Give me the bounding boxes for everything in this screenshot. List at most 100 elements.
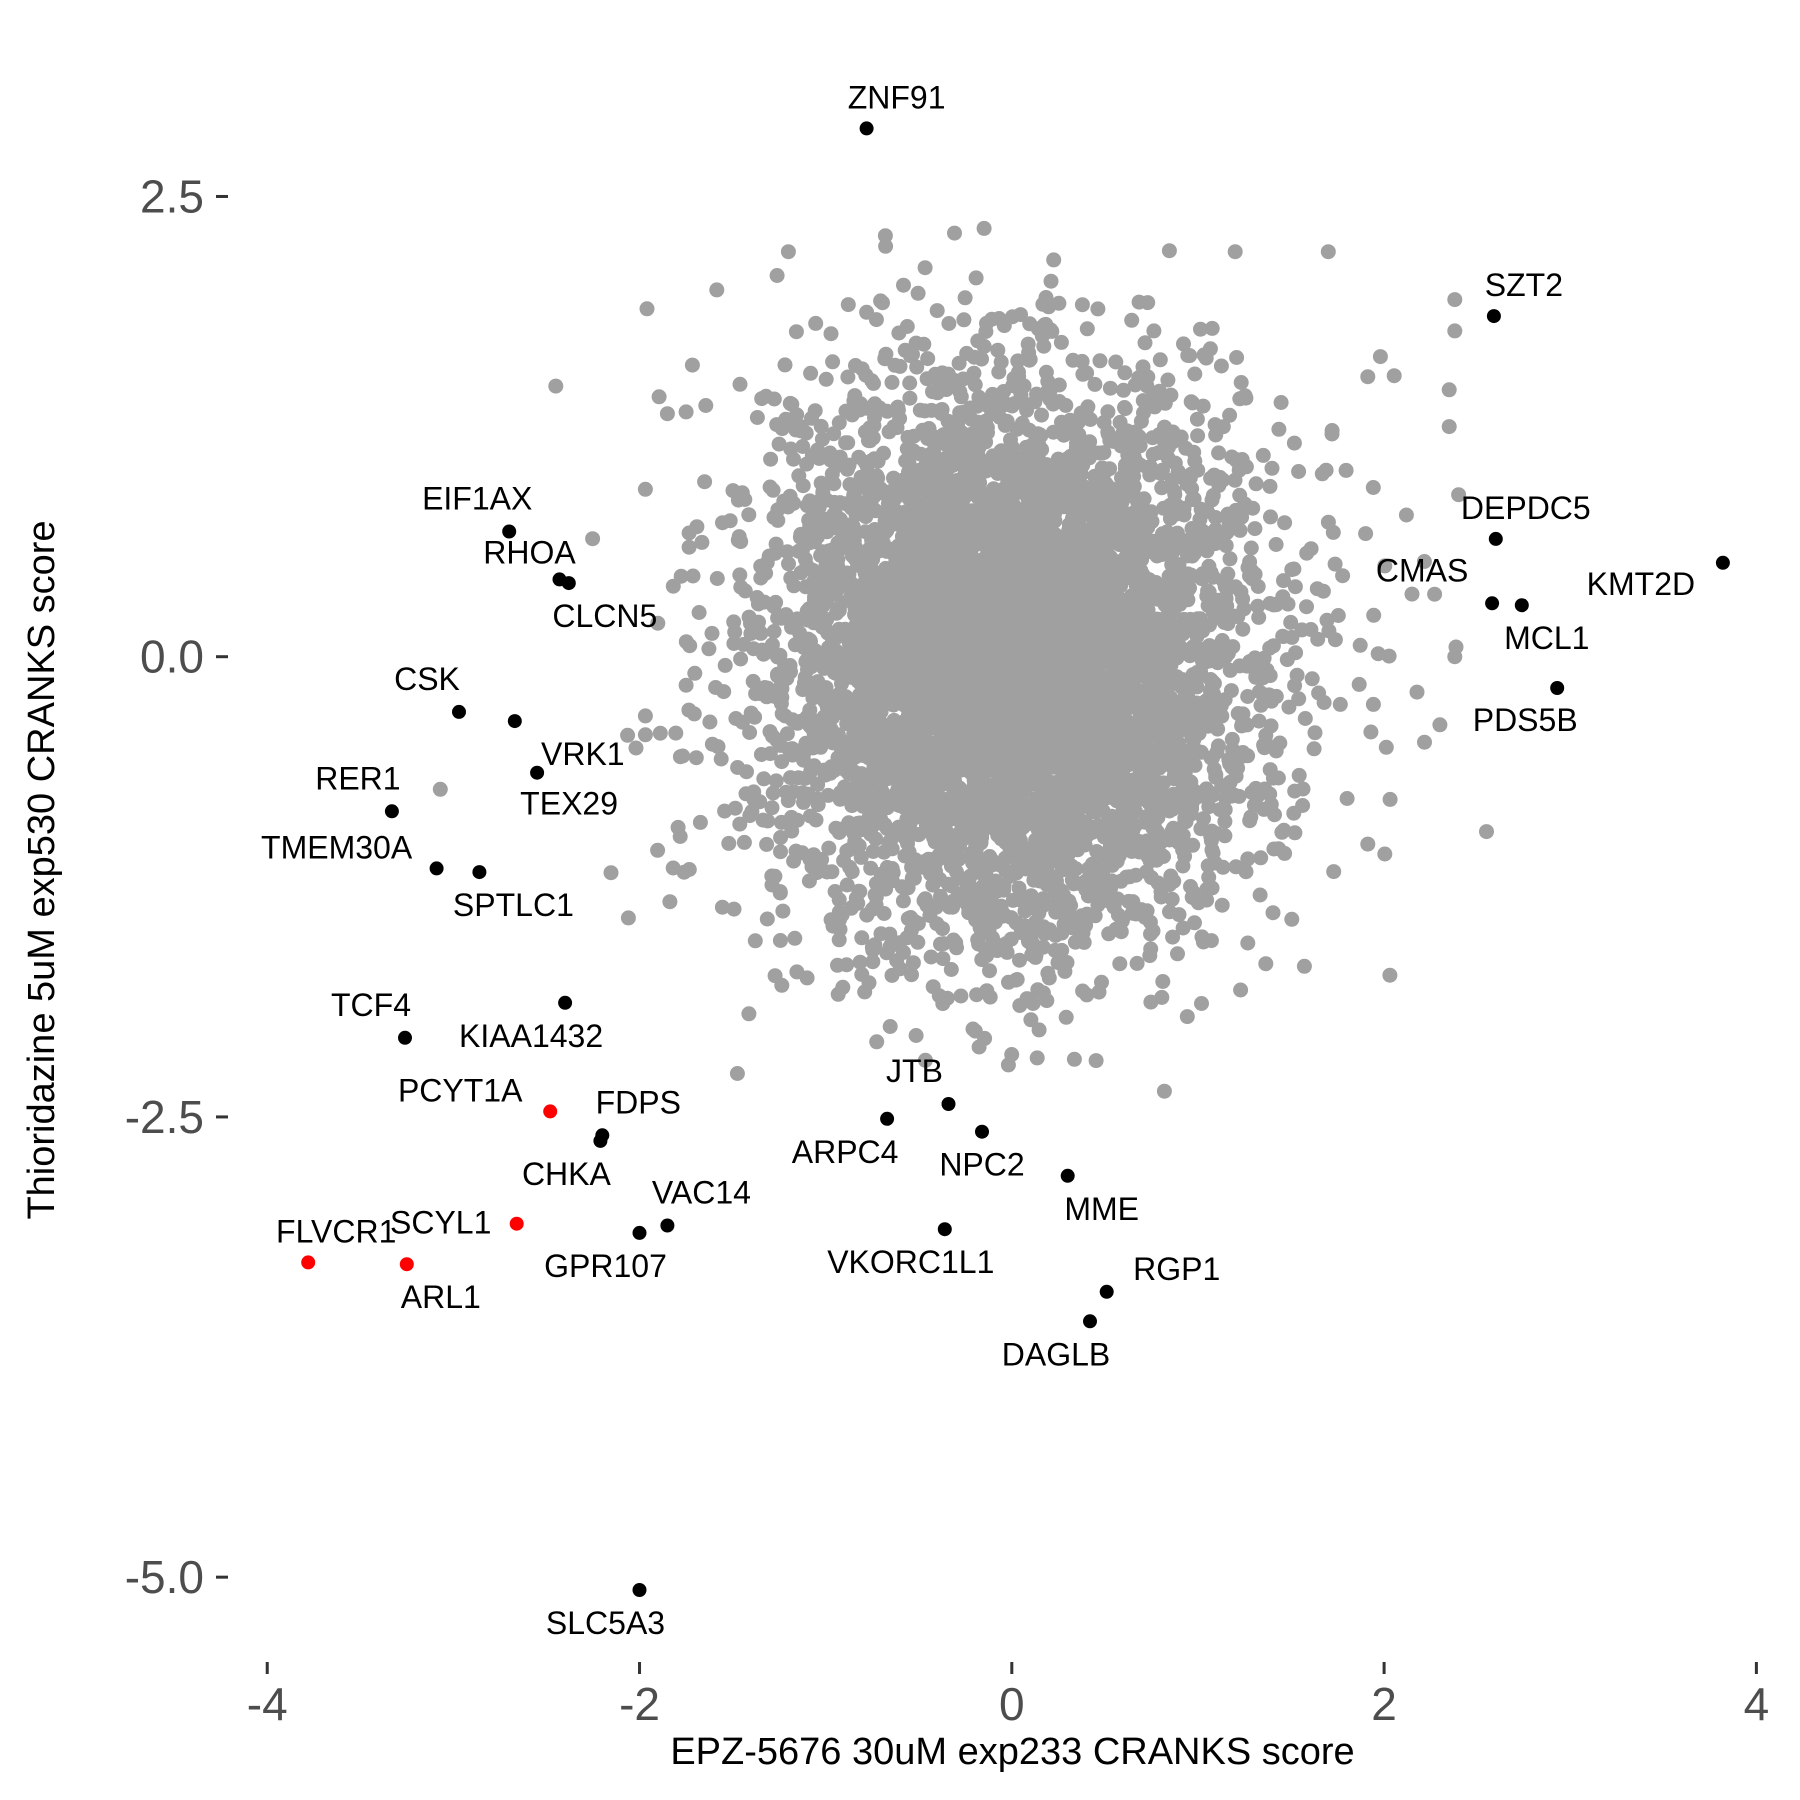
background-point (1222, 551, 1238, 567)
background-point (1164, 824, 1180, 839)
background-point (917, 260, 933, 276)
background-point (1386, 368, 1402, 384)
background-point (1284, 911, 1300, 927)
background-point (681, 862, 697, 877)
background-point (1000, 1057, 1016, 1073)
background-point (1272, 735, 1288, 751)
background-point (1283, 614, 1299, 630)
background-point (958, 882, 974, 898)
background-point (1208, 427, 1224, 443)
background-point (1360, 836, 1376, 852)
background-point (1263, 718, 1279, 734)
background-point (1238, 459, 1254, 475)
background-point (1212, 802, 1228, 818)
background-point (1242, 813, 1258, 829)
background-point (1030, 442, 1046, 457)
background-point (764, 637, 780, 653)
background-point (917, 1052, 933, 1068)
background-point (1195, 623, 1211, 639)
background-point (637, 708, 653, 724)
background-point (853, 474, 869, 490)
background-point (1166, 873, 1182, 889)
background-point (775, 903, 791, 919)
background-point (637, 727, 653, 743)
background-point (795, 439, 811, 454)
background-point (1324, 426, 1340, 442)
background-point (1287, 579, 1303, 595)
background-point (1011, 880, 1027, 896)
background-point (1139, 394, 1155, 410)
background-point (830, 551, 846, 567)
background-point (967, 1023, 983, 1039)
background-point (763, 451, 779, 467)
background-point (692, 814, 708, 830)
background-point (1040, 965, 1056, 981)
background-point (1193, 321, 1208, 337)
background-point (1363, 724, 1379, 740)
background-point (1171, 907, 1187, 923)
background-point (840, 435, 856, 451)
background-point (1409, 684, 1425, 700)
background-point (1223, 683, 1239, 699)
background-point (1220, 616, 1236, 632)
background-point (1204, 842, 1220, 858)
background-point (1187, 453, 1203, 469)
background-point (784, 619, 799, 635)
background-point (1233, 375, 1249, 390)
background-point (865, 942, 881, 958)
background-point (1165, 929, 1181, 945)
background-point (925, 384, 940, 400)
background-point (1263, 509, 1278, 525)
background-point (852, 954, 868, 970)
background-point (929, 303, 945, 319)
background-point (1307, 725, 1323, 741)
background-point (796, 794, 811, 810)
background-point (992, 554, 1008, 570)
background-point (1154, 480, 1170, 496)
background-point (813, 475, 829, 491)
background-point (1200, 858, 1216, 874)
background-point (670, 819, 686, 835)
background-point (1041, 299, 1057, 315)
background-point (1382, 967, 1398, 983)
background-point (1160, 372, 1176, 388)
background-point (1164, 891, 1180, 907)
background-point (1382, 791, 1398, 807)
background-point (1262, 478, 1278, 494)
background-point (825, 354, 841, 370)
background-point (1027, 923, 1043, 938)
background-point (747, 933, 763, 949)
background-point (1365, 480, 1381, 495)
background-point (1035, 985, 1051, 1001)
background-point (865, 844, 881, 859)
background-point (1187, 366, 1203, 382)
background-point (1080, 888, 1096, 904)
background-point (1204, 320, 1220, 336)
background-point (845, 818, 861, 834)
background-point (1378, 739, 1394, 755)
background-point (662, 894, 678, 910)
background-point (786, 451, 801, 467)
background-point (1351, 676, 1367, 692)
background-point (756, 771, 772, 787)
background-point (1235, 621, 1251, 637)
background-point (1427, 586, 1443, 602)
background-point (1251, 713, 1267, 729)
background-point (794, 543, 810, 558)
background-point (774, 681, 790, 697)
background-point (765, 785, 781, 801)
background-point (1217, 828, 1233, 844)
background-point (1214, 897, 1230, 913)
background-point (1217, 813, 1233, 829)
background-point (899, 319, 915, 334)
background-point (906, 443, 922, 459)
background-point (839, 877, 855, 893)
background-point (802, 808, 818, 824)
background-point (727, 624, 743, 640)
background-point (1222, 407, 1238, 423)
background-point (1184, 481, 1200, 497)
background-point (687, 665, 703, 681)
background-point (935, 951, 951, 967)
background-point (933, 888, 948, 904)
background-point (884, 374, 900, 390)
